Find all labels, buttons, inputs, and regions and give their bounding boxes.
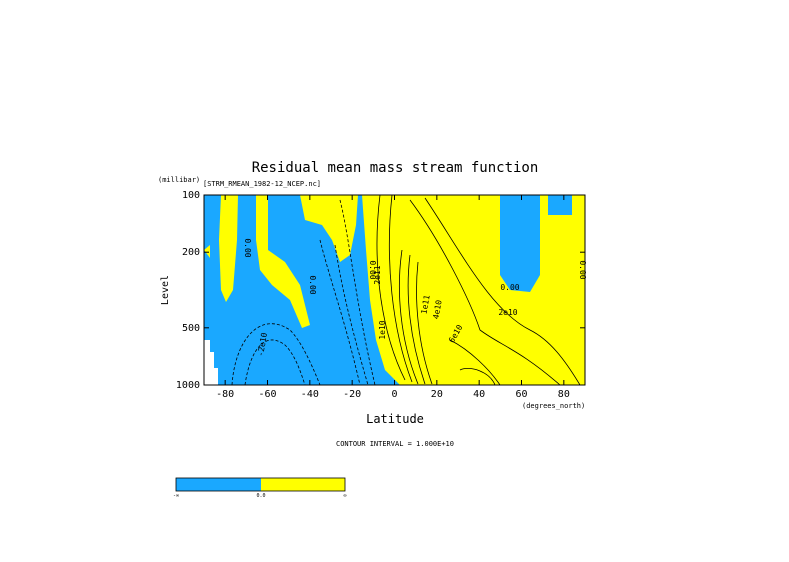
colorbar-label: -∞ (173, 493, 179, 499)
x-units: (degrees_north) (522, 402, 585, 410)
y-tick-label: 1000 (176, 380, 200, 391)
colorbar: -∞ 0.0 ∞ (173, 477, 347, 499)
x-axis-label: Latitude (366, 412, 424, 426)
y-tick-label: 100 (182, 190, 200, 201)
colorbar-negative (176, 478, 261, 491)
contour-label: 0.00 (578, 260, 587, 279)
x-tick-label: -20 (343, 389, 361, 400)
x-tick-label: -60 (258, 389, 276, 400)
contour-label: -2e10 (256, 332, 269, 357)
contour-label: 4e10 (431, 299, 443, 320)
footnote: CONTOUR INTERVAL = 1.000E+10 (336, 440, 454, 448)
contour-label: 0.00 (500, 283, 519, 292)
contour-lines (231, 194, 581, 386)
colorbar-positive (261, 478, 345, 491)
contour-label: 1e10 (378, 320, 387, 339)
contour-field (203, 194, 586, 386)
y-units: (millibar) (158, 176, 200, 184)
contour-label: 0.00 (243, 238, 252, 257)
x-tick-label: 60 (515, 389, 527, 400)
x-tick-label: 80 (558, 389, 570, 400)
y-tick-label: 200 (182, 247, 200, 258)
contour-label: 0.00 (368, 260, 377, 279)
y-axis-label: Level (160, 275, 171, 305)
contour-label: 2e11 (373, 265, 382, 284)
contour-label: 0.00 (308, 275, 317, 294)
x-tick-label: 20 (431, 389, 443, 400)
x-tick-label: -80 (216, 389, 234, 400)
x-tick-label: 0 (391, 389, 397, 400)
y-tick-label: 500 (182, 323, 200, 334)
colorbar-label: 0.0 (256, 493, 265, 499)
positive-region (204, 195, 585, 385)
contour-label: 2e10 (498, 308, 517, 317)
colorbar-label: ∞ (343, 493, 346, 499)
contour-label: 1e11 (419, 294, 431, 315)
x-tick-label: 40 (473, 389, 485, 400)
chart-title: Residual mean mass stream function (252, 160, 539, 176)
x-tick-label: -40 (301, 389, 319, 400)
subtitle: [STRM_RMEAN_1982-12_NCEP.nc] (203, 180, 321, 188)
